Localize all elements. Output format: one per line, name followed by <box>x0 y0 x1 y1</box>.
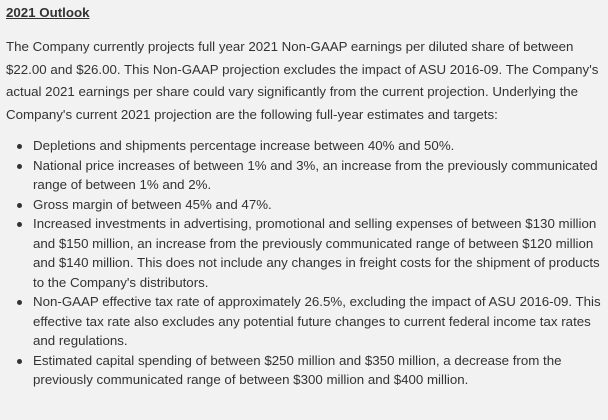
bullet-dot-icon <box>17 202 22 208</box>
bullet-dot-icon <box>17 144 22 149</box>
list-item: Estimated capital spending of between $2… <box>6 351 602 390</box>
list-item: Depletions and shipments percentage incr… <box>6 136 602 156</box>
list-item-text: Increased investments in advertising, pr… <box>33 216 600 290</box>
section-heading: 2021 Outlook <box>6 5 90 20</box>
list-item-text: Depletions and shipments percentage incr… <box>33 138 455 153</box>
intro-paragraph: The Company currently projects full year… <box>6 39 599 122</box>
list-item: Non-GAAP effective tax rate of approxima… <box>6 292 602 351</box>
bullet-dot-icon <box>17 222 22 227</box>
list-item-text: Gross margin of between 45% and 47%. <box>33 196 272 212</box>
bullet-dot-icon <box>17 358 22 364</box>
list-item-text: Estimated capital spending of between $2… <box>33 352 562 388</box>
list-item-text: Non-GAAP effective tax rate of approxima… <box>33 294 601 348</box>
list-item-text: National price increases of between 1% a… <box>33 157 598 193</box>
list-item: Gross margin of between 45% and 47%. <box>6 195 602 215</box>
list-item: Increased investments in advertising, pr… <box>6 214 602 292</box>
bullet-dot-icon <box>17 300 22 305</box>
list-item: National price increases of between 1% a… <box>6 156 602 195</box>
estimates-list: Depletions and shipments percentage incr… <box>6 136 602 390</box>
bullet-dot-icon <box>17 163 22 169</box>
